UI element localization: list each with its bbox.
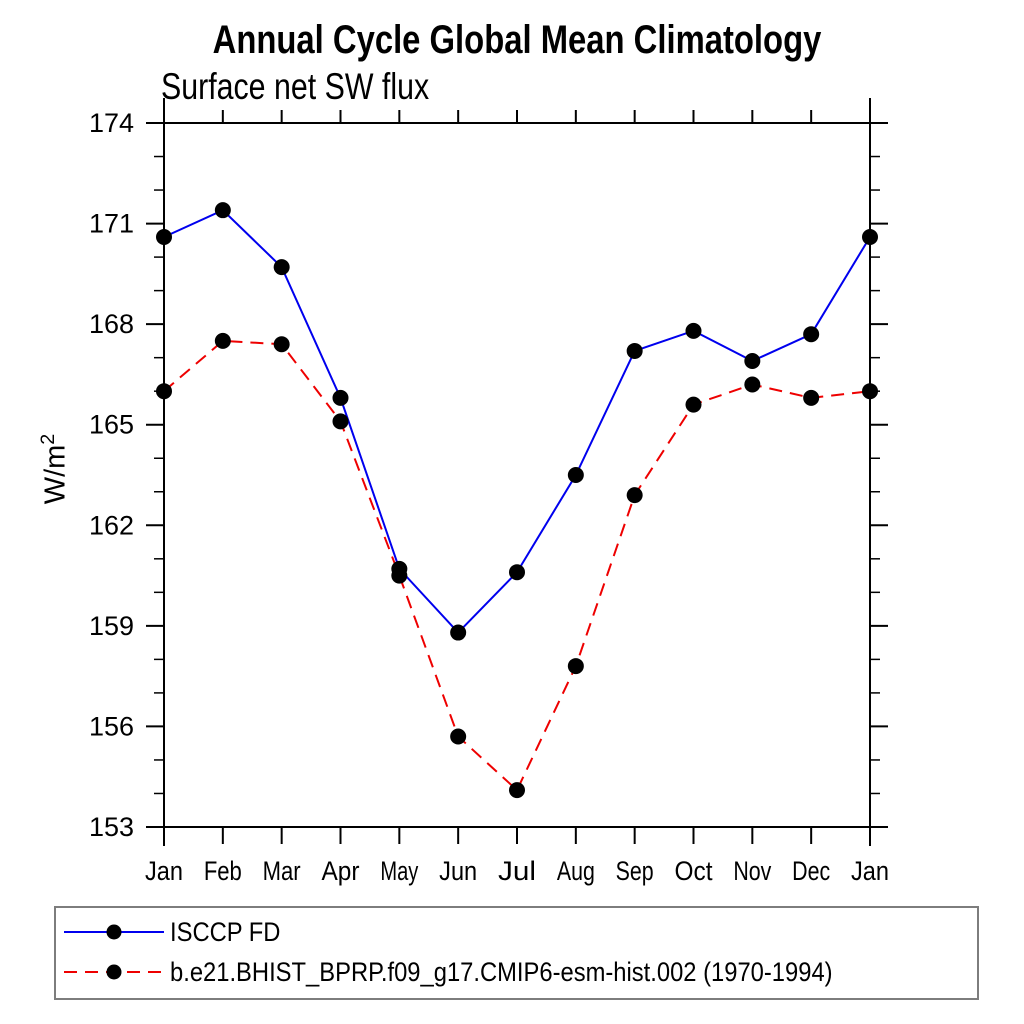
legend-row-model: b.e21.BHIST_BPRP.f09_g17.CMIP6-esm-hist.… (60, 952, 977, 992)
data-point-marker-0 (450, 624, 467, 641)
data-point-marker-0 (567, 467, 584, 483)
data-point-marker-0 (214, 202, 231, 219)
legend: ISCCP FD b.e21.BHIST_BPRP.f09_g17.CMIP6-… (54, 906, 979, 1000)
chart-title: Annual Cycle Global Mean Climatology (212, 18, 822, 62)
x-tick-label: Jan (145, 856, 183, 886)
data-point-marker-1 (391, 567, 408, 584)
data-point-marker-1 (509, 782, 525, 799)
data-point-marker-1 (156, 383, 172, 400)
x-tick-label: Oct (675, 856, 713, 886)
x-tick-label: Feb (204, 856, 242, 886)
x-tick-label: Dec (792, 856, 830, 886)
x-tick-label: May (380, 856, 418, 886)
data-point-marker-0 (803, 326, 820, 343)
legend-label-isccp: ISCCP FD (170, 916, 281, 947)
x-tick-label: Sep (616, 856, 654, 886)
legend-row-isccp: ISCCP FD (60, 912, 977, 952)
data-point-marker-1 (450, 728, 467, 745)
data-point-marker-1 (273, 336, 290, 353)
y-tick-label: 153 (89, 812, 134, 842)
data-point-marker-1 (803, 389, 820, 406)
data-point-marker-0 (862, 228, 878, 245)
data-point-marker-0 (273, 259, 290, 276)
data-point-marker-0 (685, 322, 702, 339)
data-point-marker-0 (332, 389, 349, 406)
y-tick-label: 174 (89, 108, 134, 138)
x-tick-label: Jan (851, 856, 889, 886)
x-tick-label: Aug (557, 856, 595, 886)
y-tick-label: 162 (89, 510, 134, 540)
data-point-marker-1 (626, 487, 643, 504)
data-point-marker-1 (744, 376, 761, 393)
data-point-marker-0 (509, 564, 525, 581)
data-point-marker-1 (862, 383, 878, 400)
y-tick-label: 159 (89, 611, 134, 641)
legend-label-model: b.e21.BHIST_BPRP.f09_g17.CMIP6-esm-hist.… (170, 956, 833, 987)
data-point-marker-0 (744, 353, 761, 370)
data-point-marker-1 (332, 413, 349, 430)
y-tick-label: 171 (89, 209, 134, 239)
x-tick-label: Jul (498, 856, 536, 886)
x-tick-label: Nov (733, 856, 771, 886)
y-tick-label: 168 (89, 309, 134, 339)
y-tick-label: 156 (89, 711, 134, 741)
legend-sample-solid-line-icon (64, 924, 164, 940)
chart-subtitle: Surface net SW flux (161, 66, 430, 107)
data-point-marker-1 (567, 658, 584, 675)
data-point-marker-1 (685, 396, 702, 413)
x-tick-label: Mar (263, 856, 301, 886)
x-tick-label: Jun (439, 856, 477, 886)
data-point-marker-1 (214, 332, 231, 349)
data-point-marker-0 (626, 342, 643, 359)
data-point-marker-0 (156, 228, 172, 245)
y-tick-label: 165 (89, 410, 134, 440)
x-tick-label: Apr (322, 856, 360, 886)
legend-sample-dashed-line-icon (64, 964, 164, 980)
